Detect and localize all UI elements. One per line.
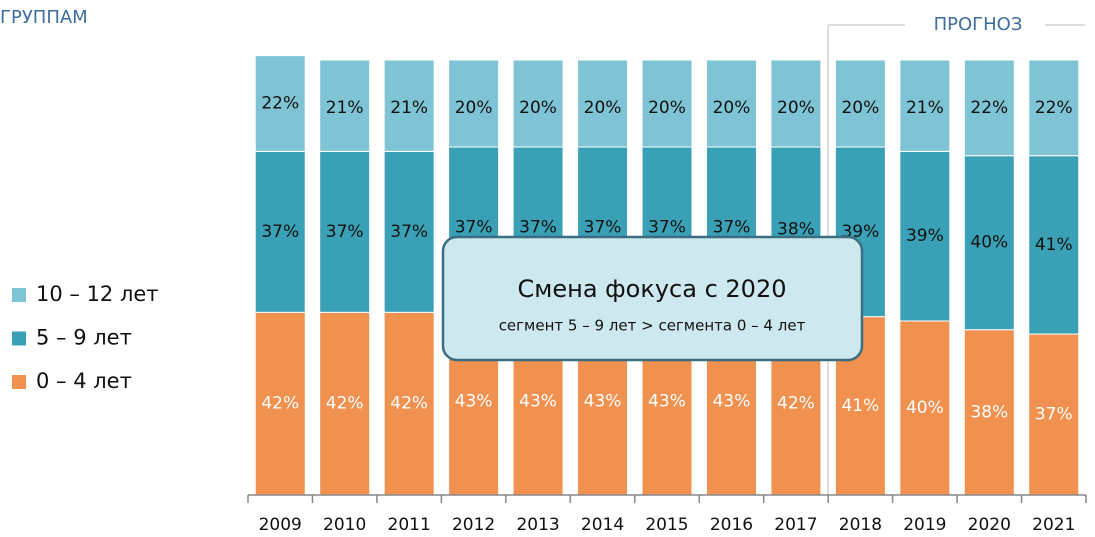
bar-segment (254, 150, 306, 313)
data-label: 42% (261, 394, 299, 414)
data-label: 40% (906, 398, 944, 418)
x-tick-label: 2018 (839, 515, 882, 535)
x-tick-label: 2017 (774, 515, 817, 535)
data-label: 37% (648, 217, 686, 237)
bar-segment (899, 150, 951, 322)
data-label: 41% (841, 396, 879, 416)
legend-swatch (12, 375, 26, 389)
bar-segment (963, 155, 1015, 331)
data-label: 38% (970, 402, 1008, 422)
data-label: 20% (584, 98, 622, 118)
x-tick-label: 2021 (1032, 515, 1075, 535)
x-tick-label: 2015 (645, 515, 688, 535)
bar-segment (899, 59, 951, 152)
chart-title: ГРУППАМ (0, 7, 88, 28)
legend-label: 5 – 9 лет (36, 326, 132, 350)
data-label: 37% (713, 217, 751, 237)
data-label: 20% (455, 98, 493, 118)
data-label: 21% (906, 98, 944, 118)
x-tick-label: 2019 (903, 515, 946, 535)
data-label: 37% (519, 217, 557, 237)
data-label: 43% (648, 391, 686, 411)
data-label: 37% (261, 222, 299, 242)
data-label: 21% (326, 98, 364, 118)
annotation-text: сегмент 5 – 9 лет > сегмента 0 – 4 лет (499, 317, 806, 335)
bar-segment (899, 320, 951, 496)
annotation-title: Смена фокуса с 2020 (518, 275, 787, 303)
data-label: 20% (841, 98, 879, 118)
x-tick-label: 2016 (710, 515, 753, 535)
data-label: 20% (713, 98, 751, 118)
legend-swatch (12, 288, 26, 302)
bar-segment (577, 59, 629, 148)
bar-segment (1028, 333, 1080, 496)
bar-segment (641, 59, 693, 148)
bar-segment (512, 59, 564, 148)
data-label: 20% (777, 98, 815, 118)
data-label: 37% (455, 217, 493, 237)
bar-segment (319, 150, 371, 313)
data-label: 37% (390, 222, 428, 242)
bar-segment (383, 59, 435, 152)
x-tick-label: 2020 (968, 515, 1011, 535)
bar-segment (834, 59, 886, 148)
bar-segment (383, 150, 435, 313)
data-label: 20% (648, 98, 686, 118)
data-label: 38% (777, 220, 815, 240)
data-label: 43% (584, 391, 622, 411)
bar-segment (1028, 155, 1080, 335)
bar-segment (319, 59, 371, 152)
data-label: 37% (1035, 405, 1073, 425)
bar-segment (770, 59, 822, 148)
data-label: 22% (970, 98, 1008, 118)
data-label: 43% (713, 391, 751, 411)
x-tick-label: 2012 (452, 515, 495, 535)
data-label: 42% (326, 394, 364, 414)
bar-segment (963, 59, 1015, 157)
bar-segment (1028, 59, 1080, 157)
data-label: 40% (970, 233, 1008, 253)
data-label: 42% (390, 394, 428, 414)
data-label: 21% (390, 98, 428, 118)
bar-segment (254, 311, 306, 496)
data-label: 43% (455, 391, 493, 411)
bar-segment (448, 59, 500, 148)
legend-label: 10 – 12 лет (36, 282, 159, 306)
x-tick-label: 2014 (581, 515, 624, 535)
data-label: 43% (519, 391, 557, 411)
x-tick-label: 2013 (516, 515, 559, 535)
bar-segment (319, 311, 371, 496)
data-label: 42% (777, 394, 815, 414)
x-tick-label: 2011 (388, 515, 431, 535)
forecast-label: ПРОГНОЗ (934, 14, 1023, 35)
data-label: 20% (519, 98, 557, 118)
bar-segment (705, 59, 757, 148)
data-label: 22% (261, 94, 299, 114)
annotation-box (441, 235, 864, 362)
data-label: 37% (584, 217, 622, 237)
legend-swatch (12, 331, 26, 346)
bar-segment (254, 55, 306, 152)
x-tick-label: 2010 (323, 515, 366, 535)
legend-label: 0 – 4 лет (36, 369, 132, 393)
data-label: 22% (1035, 98, 1073, 118)
data-label: 41% (1035, 235, 1073, 255)
data-label: 39% (906, 226, 944, 246)
bar-segment (383, 311, 435, 496)
x-tick-label: 2009 (259, 515, 302, 535)
annotation: Смена фокуса с 2020 сегмент 5 – 9 лет > … (441, 235, 864, 362)
data-label: 37% (326, 222, 364, 242)
